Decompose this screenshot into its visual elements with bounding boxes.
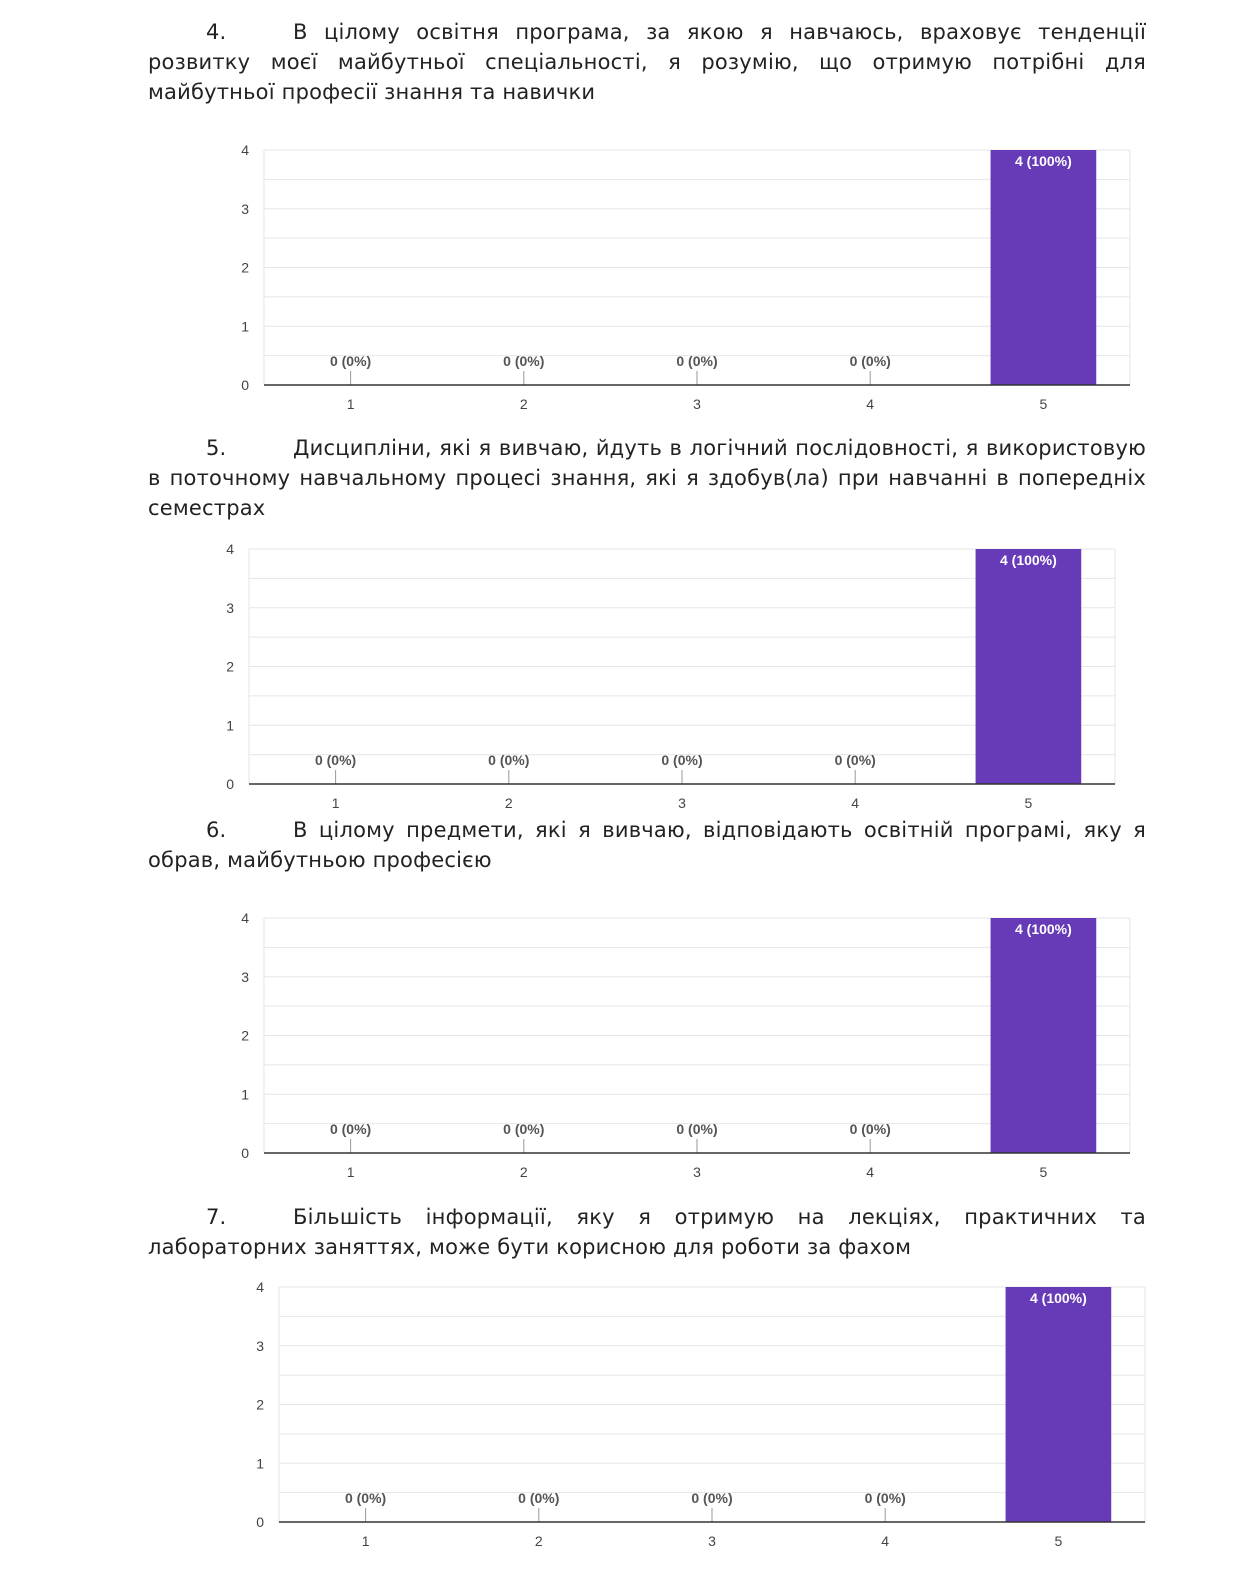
question-number: 4. [206,20,227,44]
y-tick-label: 1 [241,1086,249,1102]
bar-data-label: 0 (0%) [330,1121,371,1137]
y-tick-label: 2 [226,659,234,675]
bar-data-label: 0 (0%) [518,1490,559,1506]
bar [975,549,1082,784]
bar-data-label: 4 (100%) [1030,1290,1087,1306]
x-tick-label: 4 [866,396,874,412]
y-tick-label: 3 [256,1338,264,1354]
x-tick-label: 3 [708,1533,716,1549]
bar-data-label: 0 (0%) [503,353,544,369]
x-tick-label: 3 [693,1164,701,1180]
bar-data-label: 0 (0%) [676,1121,717,1137]
y-tick-label: 0 [256,1514,264,1530]
x-tick-label: 5 [1040,1164,1048,1180]
y-tick-label: 2 [256,1397,264,1413]
chart-question-7: 0 1 2 3 4 0 (0%) 1 0 (0%) 2 0 (0%) 3 0 (0%) 4 4 (100%… [256,1279,1146,1549]
x-tick-label: 1 [347,396,355,412]
x-tick-label: 5 [1025,795,1033,811]
question-number: 5. [206,436,227,460]
x-tick-label: 2 [520,396,528,412]
x-tick-label: 4 [851,795,859,811]
bar-data-label: 0 (0%) [345,1490,386,1506]
y-tick-label: 1 [241,318,249,334]
question-number: 7. [206,1205,227,1229]
x-tick-label: 2 [505,795,513,811]
bar-data-label: 0 (0%) [661,752,702,768]
y-tick-label: 0 [241,1145,249,1161]
x-tick-label: 1 [332,795,340,811]
bar-data-label: 0 (0%) [850,1121,891,1137]
bar-data-label: 0 (0%) [488,752,529,768]
question-text: Більшість інформації, яку я отримую на л… [148,1205,1146,1259]
x-tick-label: 1 [362,1533,370,1549]
bar-data-label: 4 (100%) [1015,153,1072,169]
bar [990,150,1097,385]
bar-data-label: 4 (100%) [1000,552,1057,568]
bar-data-label: 4 (100%) [1015,921,1072,937]
x-tick-label: 1 [347,1164,355,1180]
y-tick-label: 4 [241,142,249,158]
question-5: 5. Дисципліни, які я вивчаю, йдуть в логі… [148,433,1146,523]
y-tick-label: 3 [226,600,234,616]
bar-data-label: 0 (0%) [315,752,356,768]
question-text: В цілому освітня програма, за якою я нав… [148,20,1146,104]
question-number: 6. [206,818,227,842]
bar [990,918,1097,1153]
y-tick-label: 4 [241,910,249,926]
x-tick-label: 3 [693,396,701,412]
bar-data-label: 0 (0%) [865,1490,906,1506]
x-tick-label: 4 [881,1533,889,1549]
y-tick-label: 3 [241,201,249,217]
y-tick-label: 2 [241,1028,249,1044]
x-tick-label: 5 [1055,1533,1063,1549]
question-6: 6. В цілому предмети, які я вивчаю, відпо… [148,815,1146,875]
y-tick-label: 4 [226,541,234,557]
y-tick-label: 0 [241,377,249,393]
x-tick-label: 3 [678,795,686,811]
y-tick-label: 2 [241,260,249,276]
question-7: 7. Більшість інформації, яку я отримую на… [148,1202,1146,1262]
chart-question-4: 0 1 2 3 4 0 (0%) 1 0 (0%) 2 0 (0%) 3 0 (0%) 4 4 (100%… [241,142,1131,412]
bar-data-label: 0 (0%) [850,353,891,369]
bar-data-label: 0 (0%) [330,353,371,369]
chart-question-6: 0 1 2 3 4 0 (0%) 1 0 (0%) 2 0 (0%) 3 0 (0%) 4 4 (100%… [241,910,1131,1180]
question-4: 4. В цілому освітня програма, за якою я н… [148,17,1146,107]
y-tick-label: 0 [226,776,234,792]
y-tick-label: 4 [256,1279,264,1295]
bar-data-label: 0 (0%) [691,1490,732,1506]
y-tick-label: 1 [226,717,234,733]
question-text: Дисципліни, які я вивчаю, йдуть в логічн… [148,436,1146,520]
x-tick-label: 2 [520,1164,528,1180]
bar [1005,1287,1112,1522]
y-tick-label: 3 [241,969,249,985]
x-tick-label: 2 [535,1533,543,1549]
bar-data-label: 0 (0%) [503,1121,544,1137]
chart-question-5: 0 1 2 3 4 0 (0%) 1 0 (0%) 2 0 (0%) 3 0 (0%) 4 4 (100%… [226,541,1116,811]
bar-data-label: 0 (0%) [835,752,876,768]
x-tick-label: 5 [1040,396,1048,412]
y-tick-label: 1 [256,1455,264,1471]
x-tick-label: 4 [866,1164,874,1180]
bar-data-label: 0 (0%) [676,353,717,369]
question-text: В цілому предмети, які я вивчаю, відпові… [148,818,1146,872]
